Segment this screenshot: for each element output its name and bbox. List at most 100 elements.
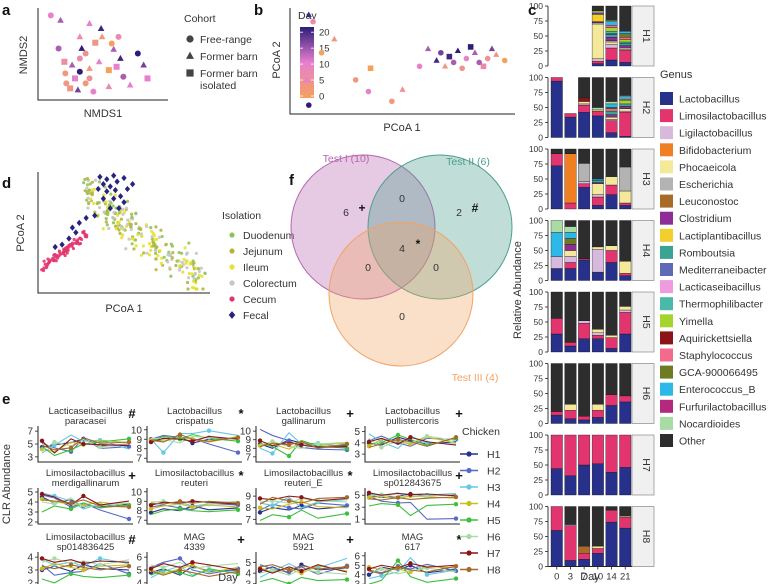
panel-c-bar-segment xyxy=(591,417,604,424)
panel-c-bar-segment xyxy=(564,148,577,154)
panel-d-legend-key xyxy=(229,232,235,238)
panel-e-series-line xyxy=(368,495,457,500)
panel-a-point xyxy=(134,50,141,57)
panel-c-bar-segment xyxy=(578,187,591,210)
panel-d-fecal-point xyxy=(100,195,106,202)
panel-d-point xyxy=(189,260,193,265)
panel-b-point xyxy=(367,65,374,72)
panel-d-fecal-point xyxy=(107,183,113,190)
panel-d-fecal-point xyxy=(104,188,110,195)
genus-legend-label: Yimella xyxy=(679,316,713,328)
panel-c-bar-segment xyxy=(605,394,618,406)
panel-e-point xyxy=(270,451,275,456)
panel-c-ytick-label: 75 xyxy=(534,231,544,241)
panel-c-bar-segment xyxy=(619,5,632,32)
panel-e-facet-title: Lactobacillus xyxy=(276,406,331,417)
panel-d-point xyxy=(166,253,170,257)
panel-d-point xyxy=(185,251,189,255)
panel-d-point xyxy=(159,228,163,232)
panel-e-ytick-label: 3 xyxy=(354,503,360,514)
panel-c-bar-segment xyxy=(605,31,618,34)
panel-d-point xyxy=(129,224,133,229)
panel-c-bar-segment xyxy=(605,509,618,523)
panel-c-bar-segment xyxy=(564,345,577,353)
panel-c-ytick-label: 0 xyxy=(538,61,543,71)
panel-e-series-line xyxy=(150,430,239,454)
panel-c-bar-segment xyxy=(564,153,577,204)
panel-c-bar-segment xyxy=(605,194,618,210)
panel-e-facet-mark: + xyxy=(455,468,463,483)
panel-e-point xyxy=(379,445,384,450)
panel-c-strip xyxy=(631,77,655,138)
panel-c-bar-segment xyxy=(591,10,604,13)
panel-d-fecal-point xyxy=(111,172,117,179)
panel-d-point xyxy=(101,227,105,231)
panel-a-point xyxy=(62,70,69,77)
panel-c-bar-segment xyxy=(591,220,604,248)
genus-legend-label: Staphylococcus xyxy=(679,350,753,362)
panel-c-xtick-label: 7 xyxy=(582,572,587,583)
genus-legend-label: Mediterraneibacter xyxy=(679,265,767,277)
panel-e-ytick-label: 8 xyxy=(136,506,142,517)
panel-e-point xyxy=(39,566,45,571)
panel-d-point xyxy=(156,253,160,258)
panel-e-series-line xyxy=(368,563,457,574)
panel-c-bar-segment xyxy=(605,220,618,246)
panel-e-point xyxy=(408,435,413,440)
panel-b-point xyxy=(484,55,491,62)
panel-e-point xyxy=(235,450,241,455)
panel-e-ytick-label: 7 xyxy=(245,515,251,526)
panel-d-point xyxy=(124,206,129,210)
panel-e-point xyxy=(177,432,183,437)
panel-c-bar-segment xyxy=(591,77,604,108)
panel-c-ytick-label: 75 xyxy=(534,302,544,312)
panel-c-bar-segment xyxy=(619,291,632,307)
panel-d-point xyxy=(79,237,84,242)
panel-c-bar-segment xyxy=(605,132,618,138)
genus-legend-label: Clostridium xyxy=(679,213,732,225)
panel-d-fecal-point xyxy=(69,224,76,231)
panel-b-point xyxy=(476,59,482,66)
panel-e-point xyxy=(379,573,384,578)
panel-d-point xyxy=(147,242,152,246)
panel-e-series-line xyxy=(41,498,130,507)
panel-c-bar-segment xyxy=(619,273,632,276)
panel-e-axes xyxy=(146,426,242,463)
panel-e-series-line xyxy=(368,436,457,448)
panel-c-bar-segment xyxy=(591,180,604,183)
panel-e-point xyxy=(395,564,401,570)
panel-e-series-line xyxy=(41,557,130,565)
panel-d-fecal-point xyxy=(116,205,122,212)
panel-c-bar-segment xyxy=(619,205,632,210)
panel-d-point xyxy=(169,242,173,246)
panel-d-point xyxy=(160,234,164,239)
panel-d-point xyxy=(197,269,201,274)
panel-label-f: f xyxy=(289,172,295,189)
panel-e-point xyxy=(453,435,459,440)
panel-c-bar-segment xyxy=(564,238,577,245)
panel-d-legend-label: Duodenum xyxy=(243,230,295,242)
panel-a-point xyxy=(113,63,120,70)
venn-region-mark: + xyxy=(358,201,365,215)
panel-d-legend-label: Ileum xyxy=(243,262,269,274)
panel-d-point xyxy=(86,183,90,187)
panel-e-point xyxy=(344,577,350,582)
panel-c-bar-segment xyxy=(619,309,632,313)
genus-legend-key xyxy=(660,348,673,362)
panel-c-bar-segment xyxy=(578,97,591,102)
chicken-legend-dot xyxy=(466,484,472,490)
panel-e-ytick-label: 10 xyxy=(240,427,252,438)
panel-e-ytick-label: 4 xyxy=(27,498,33,509)
panel-d-point xyxy=(70,244,74,248)
panel-c-bar-segment xyxy=(619,110,632,113)
panel-d-point xyxy=(83,234,87,239)
genus-legend-key xyxy=(660,126,673,140)
panel-b-point xyxy=(471,49,478,55)
chicken-legend-label: H4 xyxy=(487,498,501,510)
panel-d-point xyxy=(185,259,189,263)
panel-d-point xyxy=(119,217,123,221)
panel-c-bar-segment xyxy=(578,464,591,496)
panel-label-c: c xyxy=(528,2,536,19)
panel-e-axes xyxy=(37,488,133,525)
genus-legend-key xyxy=(660,314,673,328)
